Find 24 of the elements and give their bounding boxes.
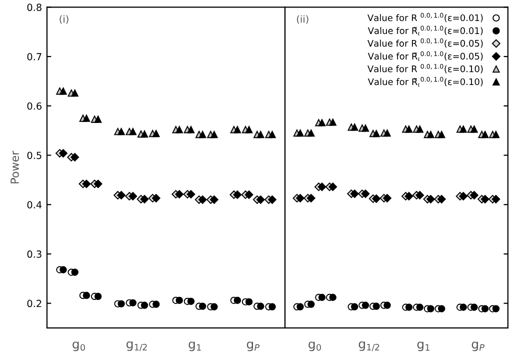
y-tick-label: 0.6 [27,102,42,110]
legend-label: Value for R̃$_{ι}$$^{0.0,1.0}$(ε=0.10) [368,76,483,87]
legend-label: Value for R̃$_{ι}$$^{0.0,1.0}$(ε=0.01) [368,26,483,36]
y-tick-label: 0.4 [27,201,42,208]
y-tick-label: 0.3 [27,250,42,258]
x-tick-label: g$_{1/2}$ [126,341,147,352]
x-tick-label: g$_{1/2}$ [358,341,380,352]
y-tick-label: 0.2 [27,300,42,308]
annotation: (i) [60,15,68,24]
x-tick-label: g$_{P}$ [472,342,484,352]
y-axis-title: Power [10,150,19,184]
legend-label: Value for R $^{0.0,1.0}$(ε=0.05) [368,38,483,48]
y-tick-label: 0.7 [27,53,42,60]
x-tick-label: g$_{0}$ [72,342,85,352]
legend-label: Value for R $^{0.0,1.0}$(ε=0.01) [368,12,483,22]
x-tick-label: g$_{P}$ [246,342,260,352]
legend-label: Value for R $^{0.0,1.0}$(ε=0.10) [368,64,483,74]
x-tick-label: g$_{1}$ [188,342,201,352]
x-tick-label: g$_{1}$ [417,342,430,352]
annotation: (ii) [296,15,308,24]
y-tick-label: 0.5 [27,152,42,160]
legend-label: Value for R̃$_{ι}$$^{0.0,1.0}$(ε=0.05) [368,51,483,61]
y-tick-label: 0.8 [27,4,42,12]
x-tick-label: g$_{0}$ [308,342,321,352]
